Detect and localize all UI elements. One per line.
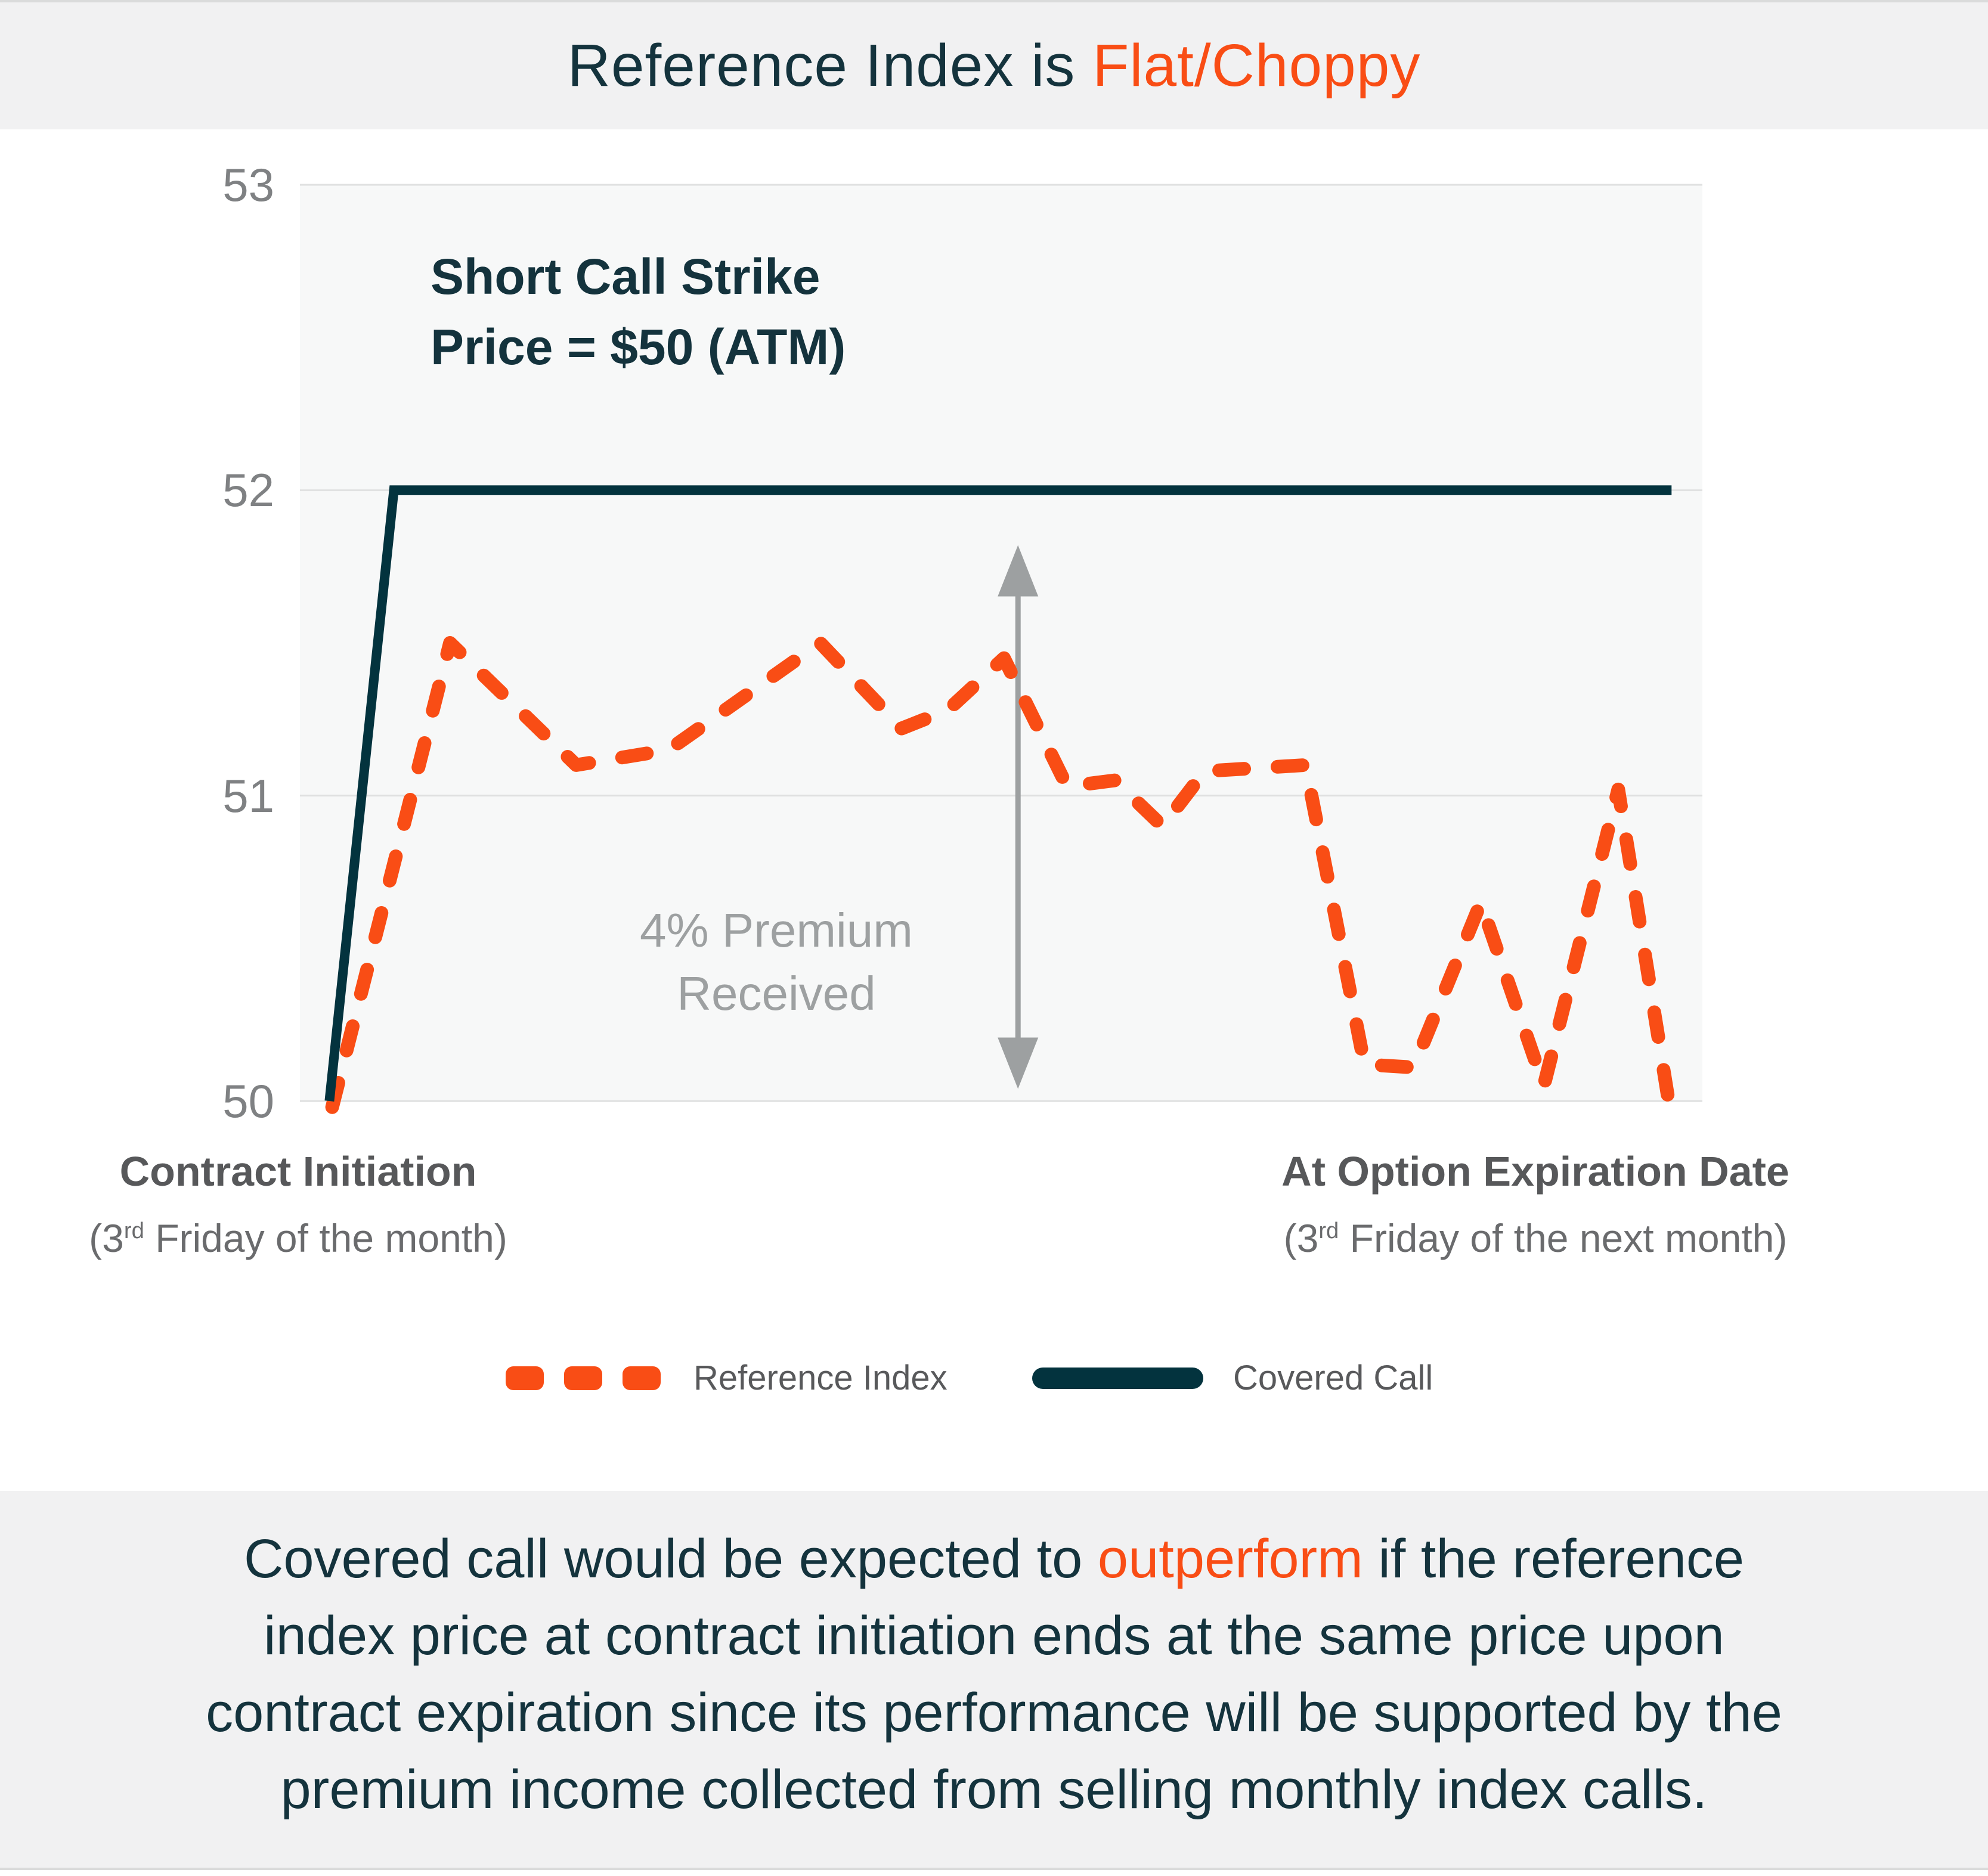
- strike-annotation-line1: Short Call Strike: [431, 249, 820, 305]
- arrow-down-icon: [998, 1037, 1039, 1089]
- conclusion-line: contract expiration since its performanc…: [206, 1682, 1782, 1743]
- premium-annotation: 4% Premium Received: [568, 899, 985, 1025]
- strike-annotation: Short Call Strike Price = $50 (ATM): [431, 241, 846, 382]
- dash-icon: [564, 1366, 602, 1390]
- ordinal-suffix: rd: [1318, 1218, 1339, 1244]
- legend: Reference Index Covered Call: [0, 1351, 1988, 1406]
- premium-annotation-line2: Received: [677, 967, 876, 1020]
- dash-icon: [623, 1366, 661, 1390]
- conclusion-line: index price at contract initiation ends …: [264, 1605, 1724, 1666]
- strike-annotation-line2: Price = $50 (ATM): [431, 319, 846, 375]
- plot-background: [300, 185, 1702, 1101]
- ordinal-suffix: rd: [123, 1218, 144, 1244]
- reference-index-swatch: [506, 1366, 661, 1390]
- x-label-contract-initiation: Contract Initiation (3rd Friday of the m…: [0, 1146, 596, 1264]
- page-title-prefix: Reference Index is: [567, 32, 1093, 99]
- covered-call-swatch: [1032, 1368, 1203, 1389]
- reference-index-line: [325, 636, 1677, 1117]
- conclusion-line: Covered call would be expected to outper…: [243, 1528, 1745, 1589]
- legend-item-covered-call: Covered Call: [1233, 1359, 1433, 1397]
- conclusion-band: Covered call would be expected to outper…: [0, 1491, 1988, 1870]
- x-label-option-expiration: At Option Expiration Date (3rd Friday of…: [1204, 1146, 1866, 1264]
- y-tick-52: 52: [222, 464, 274, 516]
- page-title-highlight: Flat/Choppy: [1092, 32, 1421, 99]
- x-label-left-title: Contract Initiation: [119, 1148, 477, 1195]
- y-tick-50: 50: [222, 1075, 274, 1127]
- x-label-right-title: At Option Expiration Date: [1281, 1148, 1789, 1195]
- premium-annotation-line1: 4% Premium: [640, 904, 913, 957]
- dash-icon: [506, 1366, 544, 1390]
- page-title: Reference Index is Flat/Choppy: [568, 32, 1421, 100]
- title-banner: Reference Index is Flat/Choppy: [0, 0, 1988, 129]
- y-tick-51: 51: [222, 770, 274, 822]
- conclusion-text: Covered call would be expected to outper…: [0, 1491, 1988, 1828]
- covered-call-line: [324, 485, 1672, 1102]
- y-tick-53: 53: [222, 159, 274, 211]
- x-label-right-subtitle: (3rd Friday of the next month): [1283, 1216, 1788, 1260]
- arrow-up-icon: [998, 545, 1039, 597]
- x-label-left-subtitle: (3rd Friday of the month): [89, 1216, 507, 1260]
- plot-svg: [300, 184, 1702, 1117]
- conclusion-line: premium income collected from selling mo…: [280, 1759, 1708, 1820]
- legend-item-reference-index: Reference Index: [693, 1359, 947, 1397]
